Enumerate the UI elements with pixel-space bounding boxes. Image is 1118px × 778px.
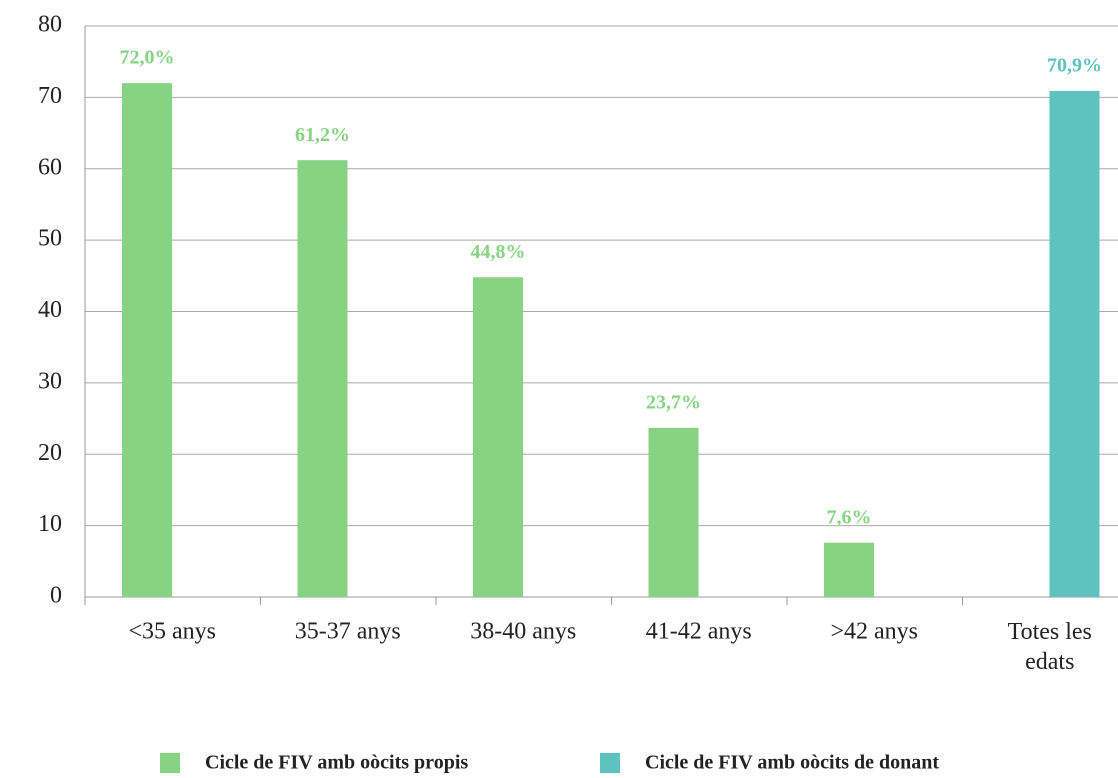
- x-tick-label: <35 anys: [128, 619, 216, 645]
- y-tick-label: 40: [38, 297, 62, 323]
- value-label: 72,0%: [120, 47, 175, 69]
- value-label: 7,6%: [827, 506, 872, 528]
- bar: [824, 542, 874, 597]
- legend-label: Cicle de FIV amb oòcits de donant: [645, 752, 939, 774]
- y-tick-label: 60: [38, 154, 62, 180]
- bar: [122, 83, 172, 598]
- bar: [648, 427, 699, 597]
- bar: [297, 160, 348, 597]
- bar: [473, 277, 523, 597]
- x-tick-label: >42 anys: [830, 619, 918, 645]
- y-tick-label: 30: [38, 368, 62, 394]
- legend-swatch: [160, 753, 180, 773]
- y-tick-label: 50: [38, 226, 62, 252]
- y-tick-label: 10: [38, 511, 62, 537]
- value-label: 61,2%: [295, 124, 350, 146]
- y-tick-label: 0: [50, 583, 62, 609]
- value-label: 44,8%: [471, 241, 526, 263]
- y-tick-label: 80: [38, 12, 62, 38]
- y-tick-label: 20: [38, 440, 62, 466]
- legend-label: Cicle de FIV amb oòcits propis: [205, 752, 468, 774]
- value-label: 70,9%: [1047, 55, 1102, 77]
- y-tick-label: 70: [38, 83, 62, 109]
- bar: [1049, 90, 1100, 598]
- x-tick-label: Totes les edats: [1008, 619, 1092, 675]
- x-tick-label: 38-40 anys: [470, 619, 576, 645]
- value-label: 23,7%: [646, 391, 701, 413]
- x-tick-label: 41-42 anys: [646, 619, 752, 645]
- x-tick-label: 35-37 anys: [295, 619, 401, 645]
- legend-swatch: [600, 753, 620, 773]
